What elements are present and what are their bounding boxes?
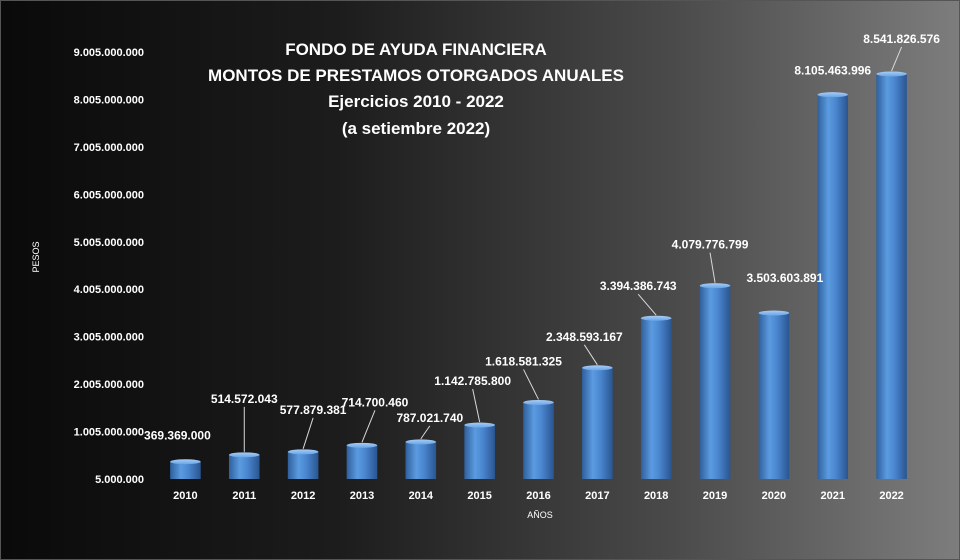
chart-title-line-3: Ejercicios 2010 - 2022 — [328, 92, 504, 111]
x-tick-label: 2017 — [585, 490, 609, 502]
bar-2014 — [405, 441, 437, 479]
x-tick-label: 2010 — [173, 490, 197, 502]
y-tick-label: 5.000.000 — [95, 474, 144, 486]
data-label-leader — [637, 293, 657, 316]
bar-2017 — [582, 367, 613, 479]
bar-2021 — [817, 94, 849, 480]
bar-2013 — [346, 445, 378, 479]
bar-cap-2018 — [640, 315, 672, 321]
bar-cap-2019 — [699, 283, 731, 289]
bar-2016 — [523, 402, 554, 479]
y-tick-label: 4.005.000.000 — [74, 284, 144, 296]
bar-cap-2010 — [170, 459, 201, 465]
x-tick-label: 2015 — [467, 490, 491, 502]
x-tick-label: 2020 — [762, 490, 786, 502]
data-label-2016: 1.618.581.325 — [485, 354, 562, 368]
bar-2018 — [640, 318, 672, 479]
x-tick-label: 2016 — [526, 490, 550, 502]
data-label-2011: 514.572.043 — [211, 392, 278, 406]
bar-2019 — [699, 285, 731, 479]
y-tick-label: 5.005.000.000 — [74, 237, 144, 249]
x-tick-label: 2022 — [879, 490, 903, 502]
x-tick-label: 2018 — [644, 490, 668, 502]
data-label-leader — [302, 417, 314, 449]
data-label-leader — [583, 344, 598, 366]
y-tick-label: 2.005.000.000 — [74, 379, 144, 391]
bar-cap-2015 — [464, 422, 495, 428]
bar-cap-2022 — [876, 71, 907, 77]
chart-title-line-2: MONTOS DE PRESTAMOS OTORGADOS ANUALES — [208, 66, 624, 85]
y-tick-label: 8.005.000.000 — [74, 94, 144, 106]
data-label-2022: 8.541.826.576 — [863, 32, 940, 46]
chart-title: FONDO DE AYUDA FINANCIERA MONTOS DE PRES… — [208, 40, 624, 138]
data-label-2017: 2.348.593.167 — [546, 330, 623, 344]
data-label-leader — [472, 388, 481, 423]
bars — [170, 71, 907, 480]
x-tick-label: 2011 — [232, 490, 256, 502]
bar-cap-2011 — [228, 452, 260, 458]
bar-2011 — [228, 454, 260, 479]
x-tick-label: 2013 — [350, 490, 374, 502]
data-label-2014: 787.021.740 — [396, 411, 463, 425]
bar-2022 — [876, 73, 907, 479]
x-tick-label: 2012 — [291, 490, 315, 502]
y-axis-label: PESOS — [31, 241, 41, 272]
y-tick-label: 6.005.000.000 — [74, 189, 144, 201]
data-label-2018: 3.394.386.743 — [600, 279, 677, 293]
y-tick-label: 1.005.000.000 — [74, 427, 144, 439]
y-axis-ticks: 5.000.000 1.005.000.000 2.005.000.000 3.005… — [74, 47, 144, 486]
bar-cap-2013 — [346, 442, 378, 448]
data-label-leader — [891, 46, 903, 72]
y-tick-label: 9.005.000.000 — [74, 47, 144, 59]
x-axis-label: AÑOS — [527, 510, 553, 520]
y-tick-label: 3.005.000.000 — [74, 332, 144, 344]
bar-cap-2014 — [405, 439, 437, 445]
data-label-leader — [420, 425, 431, 440]
chart-title-line-1: FONDO DE AYUDA FINANCIERA — [285, 40, 547, 59]
y-tick-label: 7.005.000.000 — [74, 142, 144, 154]
data-label-2019: 4.079.776.799 — [672, 238, 749, 252]
bar-cap-2016 — [523, 399, 554, 405]
data-label-2021: 8.105.463.996 — [794, 64, 871, 78]
x-tick-label: 2021 — [820, 490, 844, 502]
x-axis-ticks: 2010 2011 2012 2013 2014 2015 2016 2017 2018 2019… — [173, 490, 904, 502]
data-label-leader — [361, 410, 376, 443]
data-label-2010: 369.369.000 — [144, 429, 211, 443]
data-label-2015: 1.142.785.800 — [434, 374, 511, 388]
x-tick-label: 2014 — [409, 490, 434, 502]
data-labels: 369.369.000 514.572.043577.879.381714.700… — [144, 32, 940, 452]
data-label-2012: 577.879.381 — [280, 403, 347, 417]
bar-cap-2012 — [287, 449, 319, 455]
chart-title-line-4: (a setiembre 2022) — [342, 119, 490, 138]
bar-2020 — [758, 313, 790, 479]
data-label-leader — [709, 252, 716, 283]
bar-cap-2017 — [582, 365, 613, 371]
data-label-leader — [523, 369, 539, 400]
bar-cap-2021 — [817, 92, 849, 98]
data-label-2020: 3.503.603.891 — [747, 271, 824, 285]
x-tick-label: 2019 — [703, 490, 727, 502]
bar-cap-2020 — [758, 310, 790, 316]
data-label-2013: 714.700.460 — [342, 395, 409, 409]
bar-2015 — [464, 425, 495, 479]
bar-2012 — [287, 451, 319, 479]
bar-2010 — [170, 461, 201, 479]
